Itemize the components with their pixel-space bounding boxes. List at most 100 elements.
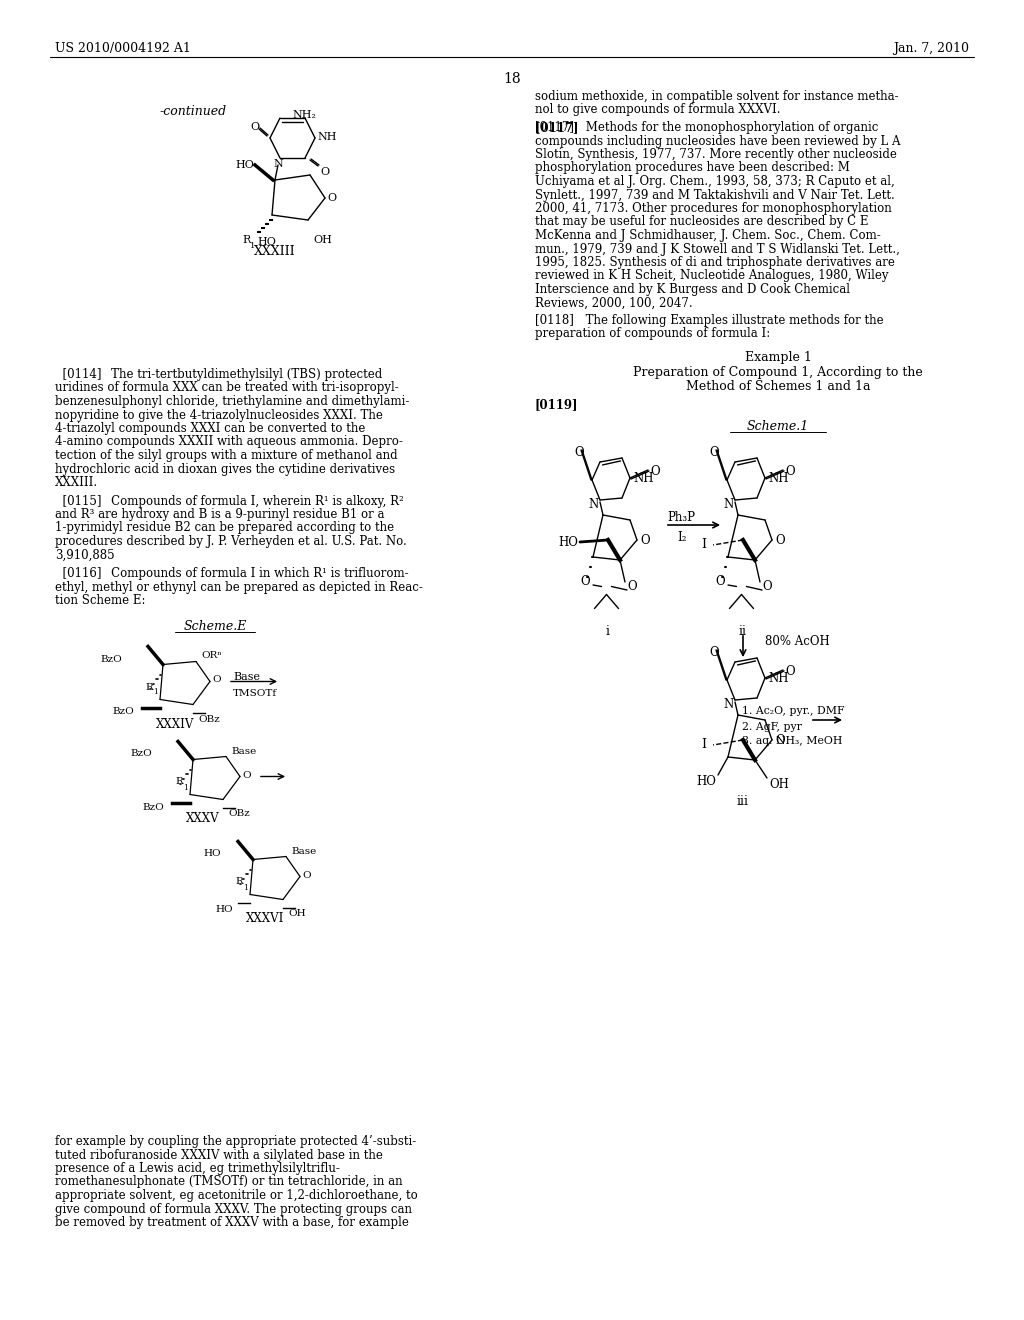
Text: 1: 1 [243, 883, 248, 891]
Text: I: I [701, 738, 706, 751]
Text: N: N [723, 698, 733, 711]
Text: BzO: BzO [142, 803, 164, 812]
Text: 1: 1 [250, 242, 255, 249]
Text: [0115]  Compounds of formula I, wherein R¹ is alkoxy, R²: [0115] Compounds of formula I, wherein R… [55, 495, 403, 507]
Text: BzO: BzO [112, 708, 134, 717]
Text: [0117] Methods for the monophosphorylation of organic: [0117] Methods for the monophosphorylati… [535, 121, 879, 135]
Text: nopyridine to give the 4-triazolylnucleosides XXXI. The: nopyridine to give the 4-triazolylnucleo… [55, 408, 383, 421]
Text: US 2010/0004192 A1: US 2010/0004192 A1 [55, 42, 190, 55]
Text: O: O [212, 676, 220, 685]
Text: romethanesulphonate (TMSOTf) or tin tetrachloride, in an: romethanesulphonate (TMSOTf) or tin tetr… [55, 1176, 402, 1188]
Text: O: O [242, 771, 251, 780]
Text: XXXVI: XXXVI [246, 912, 285, 925]
Text: tuted ribofuranoside XXXIV with a silylated base in the: tuted ribofuranoside XXXIV with a silyla… [55, 1148, 383, 1162]
Text: O: O [640, 535, 649, 546]
Text: Jan. 7, 2010: Jan. 7, 2010 [893, 42, 969, 55]
Text: mun., 1979, 739 and J K Stowell and T S Widlanski Tet. Lett.,: mun., 1979, 739 and J K Stowell and T S … [535, 243, 900, 256]
Text: O: O [785, 465, 795, 478]
Text: TMSOTf: TMSOTf [233, 689, 278, 698]
Text: [0118] The following Examples illustrate methods for the: [0118] The following Examples illustrate… [535, 314, 884, 327]
Text: O: O [785, 665, 795, 678]
Text: Base: Base [231, 747, 256, 755]
Text: R: R [242, 235, 250, 246]
Text: O: O [762, 579, 772, 593]
Text: Method of Schemes 1 and 1a: Method of Schemes 1 and 1a [686, 380, 870, 393]
Text: O: O [319, 168, 329, 177]
Text: HO: HO [696, 775, 716, 788]
Text: 1: 1 [153, 689, 158, 697]
Text: R: R [175, 777, 182, 787]
Text: [0114]  The tri-tertbutyldimethylsilyl (TBS) protected: [0114] The tri-tertbutyldimethylsilyl (T… [55, 368, 382, 381]
Text: NH: NH [317, 132, 337, 143]
Text: XXXIII.: XXXIII. [55, 477, 98, 488]
Text: Base: Base [233, 672, 260, 681]
Text: 2. AgF, pyr: 2. AgF, pyr [742, 722, 802, 733]
Text: tion Scheme E:: tion Scheme E: [55, 594, 145, 607]
Text: O: O [250, 121, 259, 132]
Text: McKenna and J Schmidhauser, J. Chem. Soc., Chem. Com-: McKenna and J Schmidhauser, J. Chem. Soc… [535, 228, 881, 242]
Text: I₂: I₂ [677, 531, 686, 544]
Text: reviewed in K H Scheit, Nucleotide Analogues, 1980, Wiley: reviewed in K H Scheit, Nucleotide Analo… [535, 269, 889, 282]
Text: i: i [606, 624, 610, 638]
Text: that may be useful for nucleosides are described by C E: that may be useful for nucleosides are d… [535, 215, 868, 228]
Text: XXXV: XXXV [186, 813, 219, 825]
Text: [0117]: [0117] [535, 121, 590, 135]
Text: presence of a Lewis acid, eg trimethylsilyltriflu-: presence of a Lewis acid, eg trimethylsi… [55, 1162, 340, 1175]
Text: HO: HO [203, 850, 220, 858]
Text: O: O [715, 576, 725, 587]
Text: appropriate solvent, eg acetonitrile or 1,2-dichloroethane, to: appropriate solvent, eg acetonitrile or … [55, 1189, 418, 1203]
Text: 4-amino compounds XXXII with aqueous ammonia. Depro-: 4-amino compounds XXXII with aqueous amm… [55, 436, 402, 449]
Text: OBz: OBz [198, 714, 220, 723]
Text: hydrochloric acid in dioxan gives the cytidine derivatives: hydrochloric acid in dioxan gives the cy… [55, 462, 395, 475]
Text: 1-pyrimidyl residue B2 can be prepared according to the: 1-pyrimidyl residue B2 can be prepared a… [55, 521, 394, 535]
Text: procedures described by J. P. Verheyden et al. U.S. Pat. No.: procedures described by J. P. Verheyden … [55, 535, 407, 548]
Text: O: O [580, 576, 590, 587]
Text: [0119]: [0119] [535, 399, 579, 411]
Text: HO: HO [558, 536, 578, 549]
Text: Interscience and by K Burgess and D Cook Chemical: Interscience and by K Burgess and D Cook… [535, 282, 850, 296]
Text: 4-triazolyl compounds XXXI can be converted to the: 4-triazolyl compounds XXXI can be conver… [55, 422, 366, 436]
Text: I: I [701, 539, 706, 550]
Text: NH: NH [768, 672, 788, 685]
Text: 18: 18 [503, 73, 521, 86]
Text: Synlett., 1997, 739 and M Taktakishvili and V Nair Tet. Lett.: Synlett., 1997, 739 and M Taktakishvili … [535, 189, 895, 202]
Text: OH: OH [313, 235, 332, 246]
Text: 1. Ac₂O, pyr., DMF: 1. Ac₂O, pyr., DMF [742, 706, 845, 715]
Text: HO: HO [234, 160, 254, 170]
Text: -continued: -continued [160, 106, 227, 117]
Text: O: O [775, 734, 784, 747]
Text: tection of the silyl groups with a mixture of methanol and: tection of the silyl groups with a mixtu… [55, 449, 397, 462]
Text: [0116]  Compounds of formula I in which R¹ is trifluorom-: [0116] Compounds of formula I in which R… [55, 568, 409, 579]
Text: O: O [775, 535, 784, 546]
Text: benzenesulphonyl chloride, triethylamine and dimethylami-: benzenesulphonyl chloride, triethylamine… [55, 395, 410, 408]
Text: XXXIV: XXXIV [156, 718, 195, 730]
Text: phosphorylation procedures have been described: M: phosphorylation procedures have been des… [535, 161, 850, 174]
Text: Preparation of Compound 1, According to the: Preparation of Compound 1, According to … [633, 366, 923, 379]
Text: iii: iii [737, 795, 749, 808]
Text: compounds including nucleosides have been reviewed by L A: compounds including nucleosides have bee… [535, 135, 900, 148]
Text: 3,910,885: 3,910,885 [55, 549, 115, 561]
Text: give compound of formula XXXV. The protecting groups can: give compound of formula XXXV. The prote… [55, 1203, 412, 1216]
Text: O: O [574, 446, 584, 459]
Text: OH: OH [769, 777, 788, 791]
Text: 2000, 41, 7173. Other procedures for monophosphorylation: 2000, 41, 7173. Other procedures for mon… [535, 202, 892, 215]
Text: O: O [302, 870, 310, 879]
Text: BzO: BzO [100, 655, 122, 664]
Text: 1995, 1825. Synthesis of di and triphosphate derivatives are: 1995, 1825. Synthesis of di and triphosp… [535, 256, 895, 269]
Text: N: N [588, 498, 598, 511]
Text: O: O [650, 465, 659, 478]
Text: nol to give compounds of formula XXXVI.: nol to give compounds of formula XXXVI. [535, 103, 780, 116]
Text: Uchiyama et al J. Org. Chem., 1993, 58, 373; R Caputo et al,: Uchiyama et al J. Org. Chem., 1993, 58, … [535, 176, 895, 187]
Text: OBz: OBz [228, 809, 250, 818]
Text: NH₂: NH₂ [292, 110, 315, 120]
Text: sodium methoxide, in compatible solvent for instance metha-: sodium methoxide, in compatible solvent … [535, 90, 899, 103]
Text: XXXIII: XXXIII [254, 246, 296, 257]
Text: 80% AcOH: 80% AcOH [765, 635, 829, 648]
Text: R: R [145, 682, 153, 692]
Text: Example 1: Example 1 [744, 351, 811, 364]
Text: ii: ii [739, 624, 746, 638]
Text: R: R [234, 878, 243, 887]
Text: Scheme.E: Scheme.E [183, 619, 247, 632]
Text: Reviews, 2000, 100, 2047.: Reviews, 2000, 100, 2047. [535, 297, 692, 309]
Text: N: N [723, 498, 733, 511]
